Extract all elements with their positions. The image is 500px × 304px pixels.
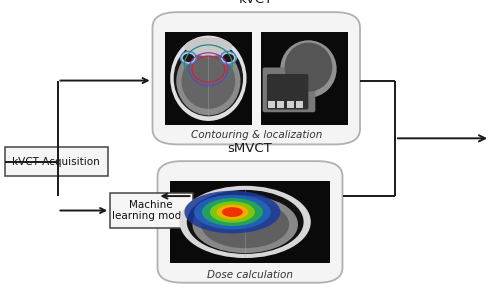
Ellipse shape bbox=[222, 207, 243, 217]
Bar bbox=[261, 32, 348, 125]
Bar bbox=[268, 101, 274, 108]
Bar bbox=[165, 32, 252, 125]
FancyBboxPatch shape bbox=[5, 147, 108, 176]
Bar bbox=[287, 101, 294, 108]
Text: Machine
learning model: Machine learning model bbox=[112, 200, 190, 221]
Ellipse shape bbox=[194, 195, 271, 229]
Ellipse shape bbox=[182, 53, 236, 109]
Text: sMVCT: sMVCT bbox=[228, 142, 272, 155]
Bar bbox=[277, 101, 284, 108]
Ellipse shape bbox=[210, 202, 255, 223]
Ellipse shape bbox=[222, 54, 234, 62]
Text: Contouring & localization: Contouring & localization bbox=[190, 130, 322, 140]
FancyBboxPatch shape bbox=[262, 67, 316, 112]
Ellipse shape bbox=[202, 198, 263, 226]
Text: kVCT: kVCT bbox=[239, 0, 274, 6]
Ellipse shape bbox=[192, 196, 298, 253]
Ellipse shape bbox=[220, 51, 237, 64]
Ellipse shape bbox=[183, 54, 194, 62]
Ellipse shape bbox=[284, 43, 333, 92]
FancyBboxPatch shape bbox=[267, 74, 308, 109]
Ellipse shape bbox=[201, 201, 289, 248]
Text: Dose calculation: Dose calculation bbox=[207, 270, 293, 280]
Ellipse shape bbox=[180, 186, 311, 258]
Bar bbox=[296, 101, 304, 108]
Ellipse shape bbox=[187, 190, 304, 254]
FancyBboxPatch shape bbox=[158, 161, 342, 283]
Ellipse shape bbox=[216, 205, 248, 219]
Ellipse shape bbox=[208, 210, 266, 228]
Ellipse shape bbox=[174, 40, 243, 116]
Ellipse shape bbox=[184, 37, 232, 56]
Ellipse shape bbox=[180, 51, 197, 64]
Ellipse shape bbox=[184, 191, 280, 233]
Ellipse shape bbox=[280, 40, 336, 98]
Ellipse shape bbox=[170, 36, 246, 121]
FancyBboxPatch shape bbox=[110, 193, 192, 228]
FancyBboxPatch shape bbox=[152, 12, 360, 144]
Bar bbox=[170, 181, 330, 263]
Text: kVCT Acquisition: kVCT Acquisition bbox=[12, 157, 100, 167]
Ellipse shape bbox=[176, 47, 240, 115]
